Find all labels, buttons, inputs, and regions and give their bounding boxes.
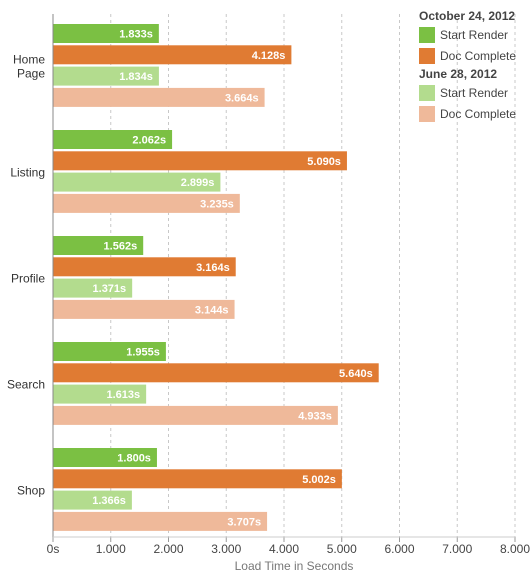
bar-value-label: 1.833s bbox=[119, 29, 153, 41]
x-tick-label: 1.000 bbox=[96, 542, 126, 556]
bar-value-label: 1.371s bbox=[93, 283, 127, 295]
legend-swatch bbox=[419, 106, 435, 122]
bar-value-label: 3.664s bbox=[225, 92, 259, 104]
x-tick-label: 2.000 bbox=[153, 542, 183, 556]
legend-item-label: Doc Complete bbox=[440, 107, 516, 121]
bar-value-label: 2.062s bbox=[132, 135, 166, 147]
bar bbox=[53, 257, 236, 277]
bar-value-label: 3.707s bbox=[227, 516, 261, 528]
x-axis: 0s 1.000 2.000 3.000 4.000 5.000 6.000 7.000 8.0… bbox=[47, 14, 530, 556]
legend-swatch bbox=[419, 27, 435, 43]
legend-item-label: Start Render bbox=[440, 86, 508, 100]
bar-value-label: 1.366s bbox=[92, 495, 126, 507]
bar bbox=[53, 363, 379, 383]
x-tick-label: 6.000 bbox=[384, 542, 414, 556]
bar-value-label: 3.235s bbox=[200, 198, 234, 210]
category-label: Profile bbox=[11, 272, 45, 286]
bar bbox=[53, 24, 159, 43]
x-tick-label: 0s bbox=[47, 542, 60, 556]
bar bbox=[53, 299, 235, 319]
x-tick-label: 5.000 bbox=[327, 542, 357, 556]
bar-value-label: 1.613s bbox=[106, 389, 140, 401]
bar bbox=[53, 278, 133, 298]
bar-value-label: 1.834s bbox=[119, 71, 153, 83]
bar bbox=[53, 448, 157, 467]
bar-value-label: 3.164s bbox=[196, 262, 230, 274]
bar bbox=[53, 151, 347, 171]
bar bbox=[53, 405, 338, 425]
bar-value-label: 5.002s bbox=[302, 474, 336, 486]
legend-item-label: Start Render bbox=[440, 28, 508, 42]
bar bbox=[53, 342, 166, 361]
x-tick-label: 4.000 bbox=[269, 542, 299, 556]
bar bbox=[53, 469, 342, 489]
legend-swatch bbox=[419, 48, 435, 64]
bar-value-label: 1.800s bbox=[117, 453, 151, 465]
bar-value-label: 4.128s bbox=[252, 50, 286, 62]
x-axis-title: Load Time in Seconds bbox=[235, 559, 354, 573]
bar bbox=[53, 193, 240, 213]
bar bbox=[53, 45, 292, 65]
bar-value-label: 1.955s bbox=[126, 347, 160, 359]
category-label: Listing bbox=[10, 166, 45, 180]
bar bbox=[53, 511, 268, 531]
bar bbox=[53, 384, 147, 404]
bar bbox=[53, 66, 159, 86]
legend-swatch bbox=[419, 85, 435, 101]
bar bbox=[53, 490, 132, 510]
category-labels: Home Page Listing Profile Search Shop bbox=[7, 53, 45, 498]
bar-value-label: 3.144s bbox=[195, 304, 229, 316]
bar-value-label: 5.640s bbox=[339, 368, 373, 380]
legend: October 24, 2012 Start Render Doc Complete… bbox=[419, 9, 516, 122]
legend-group-title: June 28, 2012 bbox=[419, 67, 497, 81]
legend-item-label: Doc Complete bbox=[440, 49, 516, 63]
bar bbox=[53, 87, 265, 107]
x-tick-label: 7.000 bbox=[442, 542, 472, 556]
bars: 1.833s 4.128s 1.834s 3.664s 2.062s 5.090s 2.89… bbox=[53, 24, 379, 531]
category-label: Shop bbox=[17, 484, 45, 498]
bar-value-label: 2.899s bbox=[181, 177, 215, 189]
bar bbox=[53, 172, 221, 192]
bar-value-label: 5.090s bbox=[307, 156, 341, 168]
bar bbox=[53, 236, 144, 255]
category-label: Search bbox=[7, 378, 45, 392]
bar-value-label: 1.562s bbox=[104, 241, 138, 253]
x-tick-label: 8.000 bbox=[500, 542, 530, 556]
category-label: Home Page bbox=[13, 53, 45, 81]
bar-value-label: 4.933s bbox=[298, 410, 332, 422]
legend-group-title: October 24, 2012 bbox=[419, 9, 515, 23]
bar bbox=[53, 130, 173, 149]
x-tick-label: 3.000 bbox=[211, 542, 241, 556]
